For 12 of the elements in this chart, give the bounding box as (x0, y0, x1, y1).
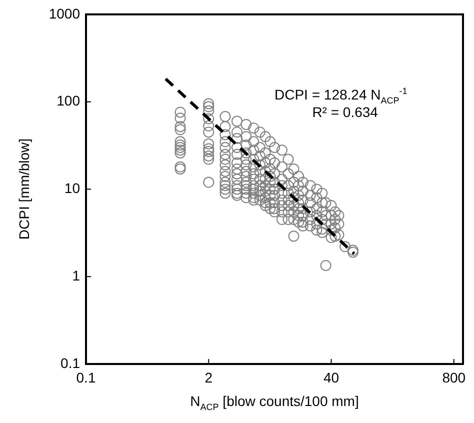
x-tick-label: 0.1 (76, 369, 96, 386)
annotation: R² = 0.634 (312, 104, 378, 120)
y-tick-label: 0.1 (60, 354, 80, 371)
x-tick-label: 800 (442, 369, 466, 386)
y-axis-title: DCPI [mm/blow] (16, 138, 32, 240)
x-tick-label: 40 (323, 369, 340, 386)
x-tick-label: 2 (204, 369, 213, 386)
y-tick-label: 1000 (48, 5, 80, 22)
y-tick-label: 100 (56, 92, 80, 109)
y-tick-label: 10 (64, 180, 80, 196)
y-tick-label: 1 (72, 267, 80, 284)
x-axis-title: N$_{ACP}$ [blow counts/100 mm] (190, 393, 359, 412)
